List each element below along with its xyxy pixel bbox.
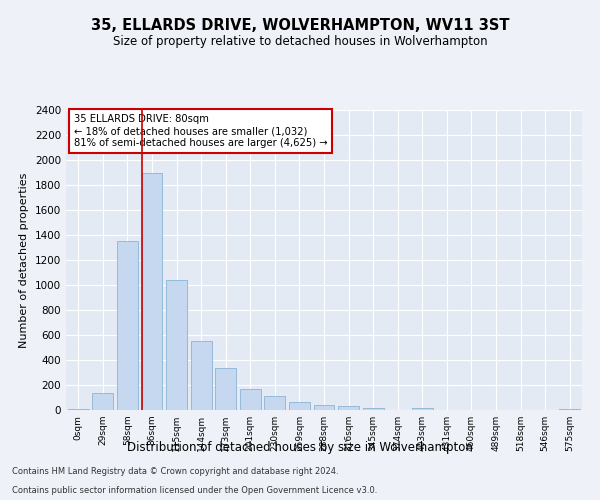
Bar	[191, 341, 212, 410]
Text: 35 ELLARDS DRIVE: 80sqm
← 18% of detached houses are smaller (1,032)
81% of semi: 35 ELLARDS DRIVE: 80sqm ← 18% of detache…	[74, 114, 328, 148]
Bar	[362, 408, 383, 410]
Bar	[215, 368, 236, 410]
Bar	[265, 396, 286, 410]
Text: Distribution of detached houses by size in Wolverhampton: Distribution of detached houses by size …	[127, 441, 473, 454]
Bar	[142, 172, 163, 410]
Bar	[338, 406, 359, 410]
Bar	[314, 405, 334, 410]
Bar	[289, 402, 310, 410]
Text: 35, ELLARDS DRIVE, WOLVERHAMPTON, WV11 3ST: 35, ELLARDS DRIVE, WOLVERHAMPTON, WV11 3…	[91, 18, 509, 32]
Y-axis label: Number of detached properties: Number of detached properties	[19, 172, 29, 348]
Bar	[68, 409, 89, 410]
Text: Contains HM Land Registry data © Crown copyright and database right 2024.: Contains HM Land Registry data © Crown c…	[12, 467, 338, 476]
Text: Contains public sector information licensed under the Open Government Licence v3: Contains public sector information licen…	[12, 486, 377, 495]
Text: Size of property relative to detached houses in Wolverhampton: Size of property relative to detached ho…	[113, 35, 487, 48]
Bar	[240, 389, 261, 410]
Bar	[117, 242, 138, 410]
Bar	[559, 409, 580, 410]
Bar	[412, 408, 433, 410]
Bar	[166, 280, 187, 410]
Bar	[92, 393, 113, 410]
